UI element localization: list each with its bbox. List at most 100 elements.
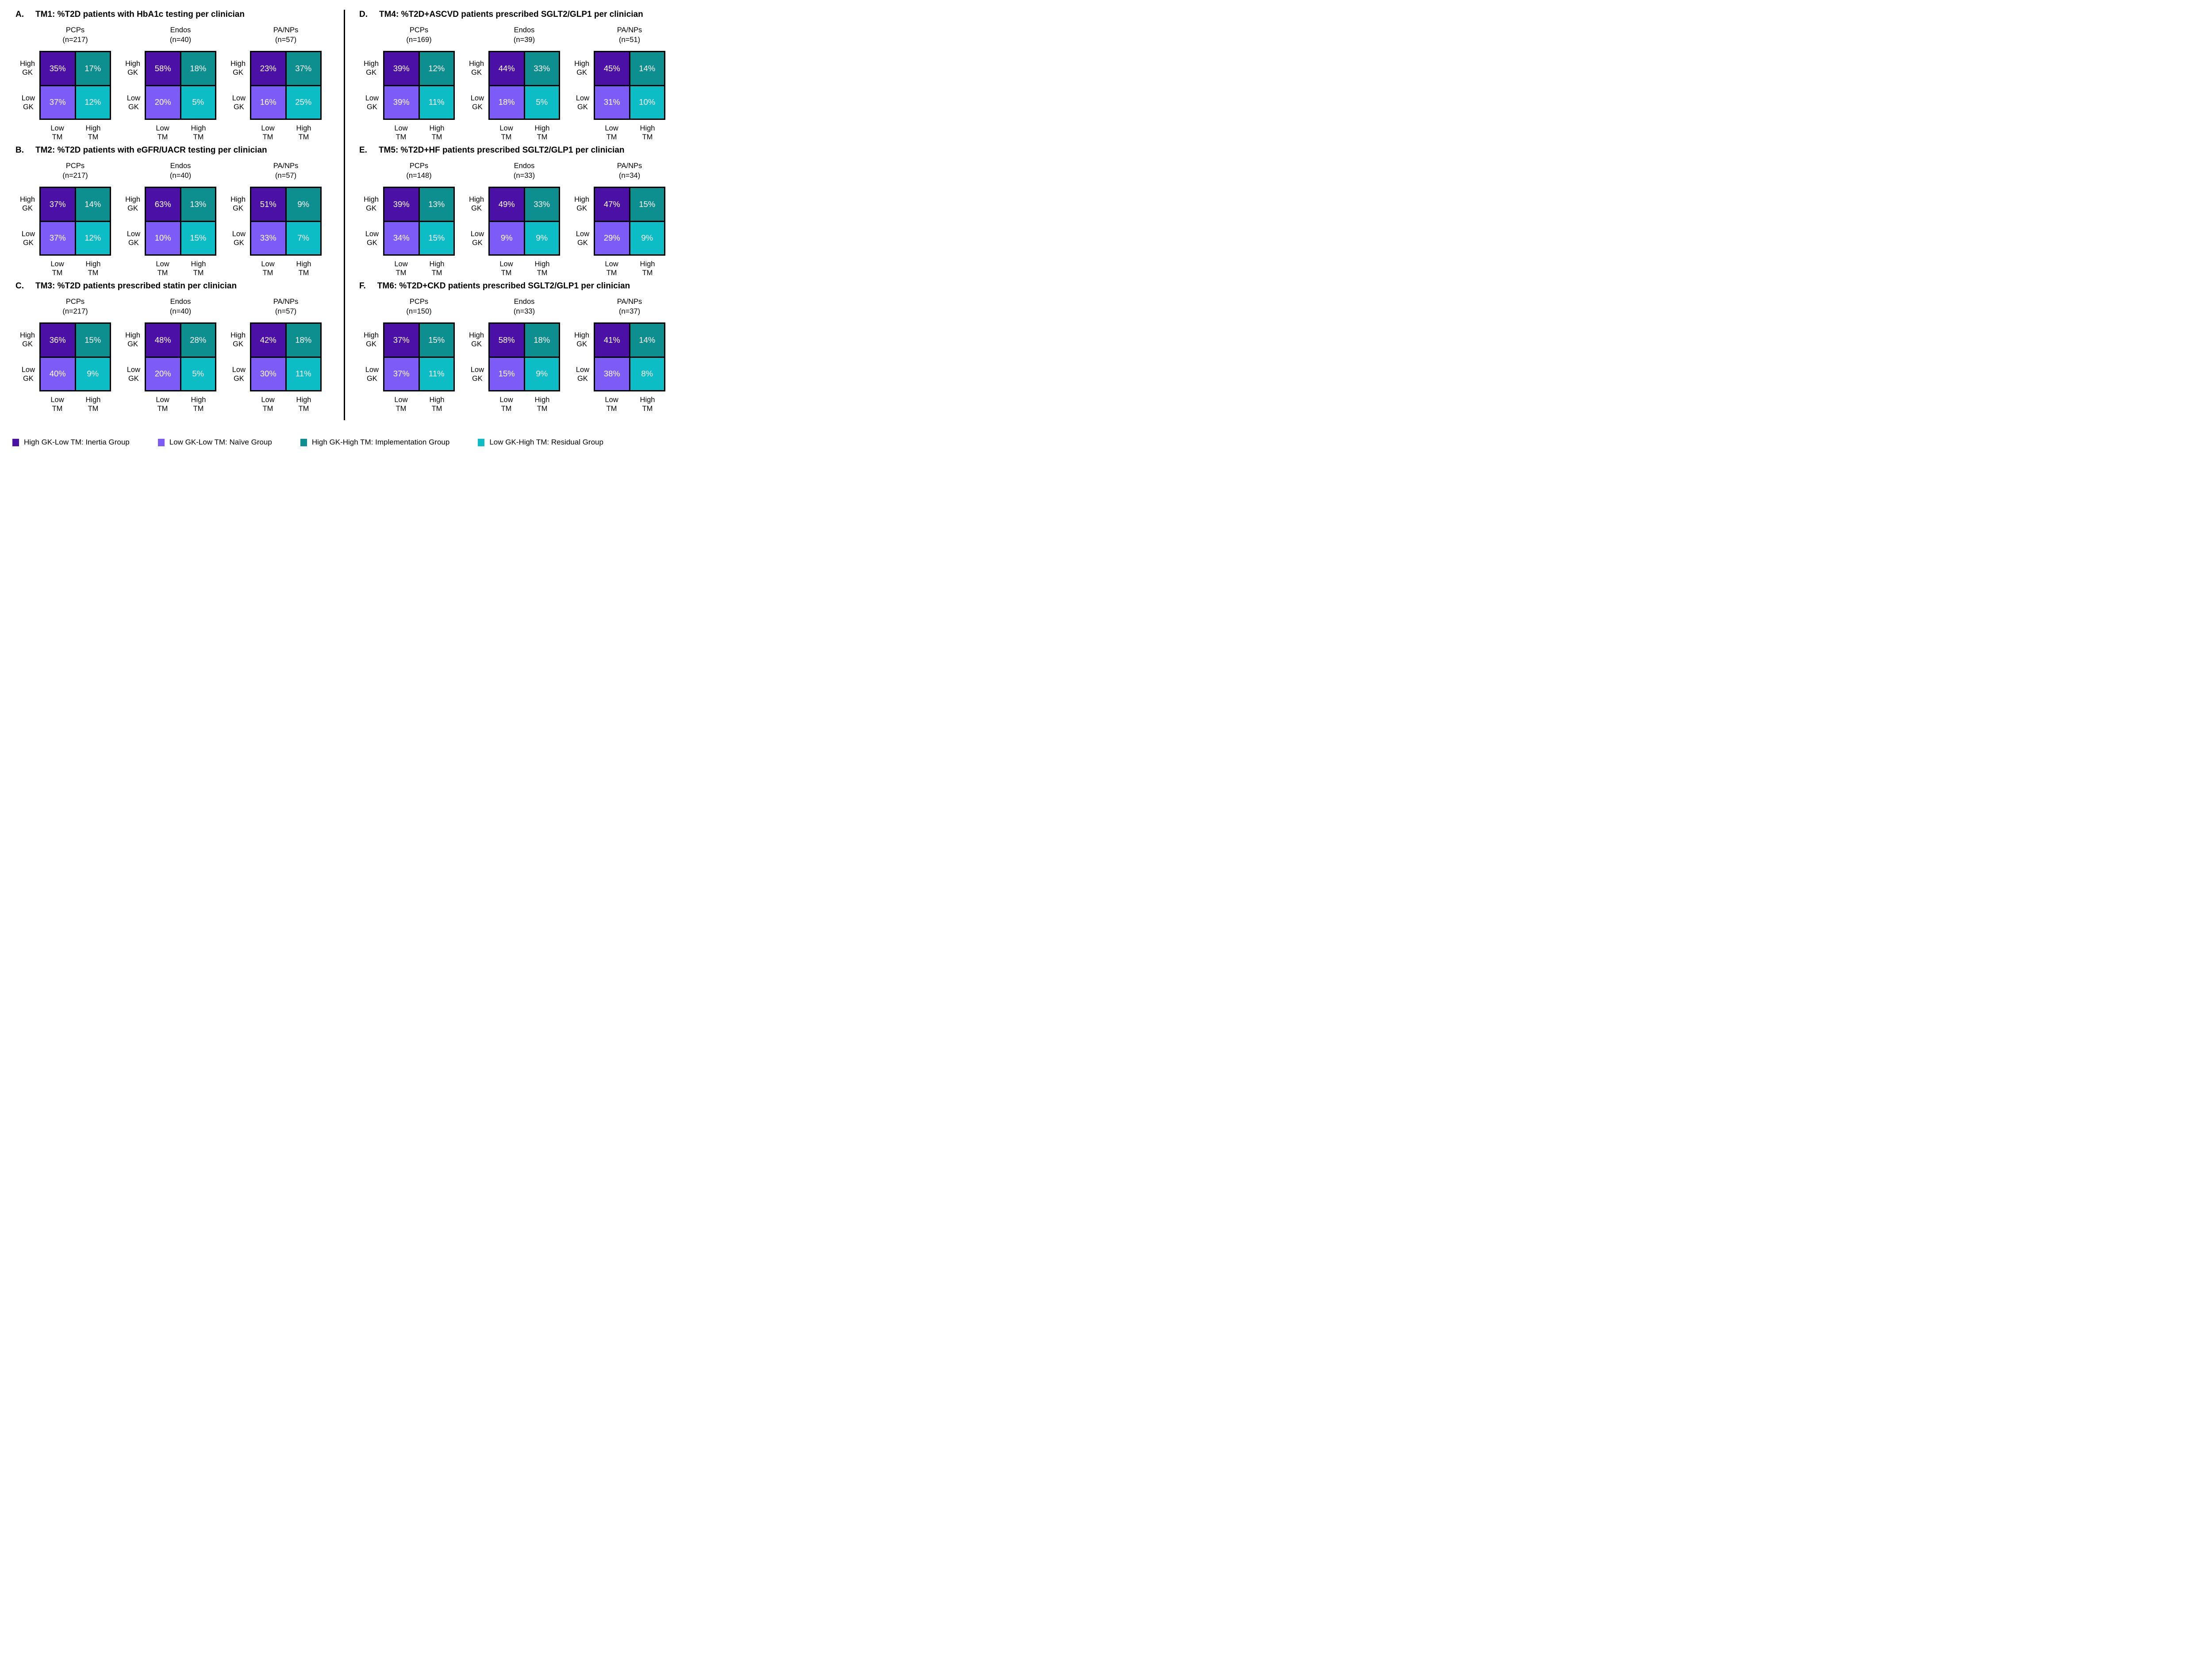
- row-labels: High GK Low GK: [226, 51, 250, 120]
- legend-item-residual: Low GK-High TM: Residual Group: [478, 438, 603, 447]
- matrix-cell-low-gk-low-tm: 9%: [490, 222, 524, 254]
- panel-title: D. TM4: %T2D+ASCVD patients prescribed SG…: [359, 10, 682, 19]
- axis-label-line: Low: [261, 396, 275, 404]
- axis-label-line: GK: [366, 204, 376, 212]
- matrix-cell-high-gk-low-tm: 36%: [41, 324, 75, 357]
- panel-title-text: TM4: %T2D+ASCVD patients prescribed SGLT…: [379, 10, 643, 19]
- col-label-low-tm: Low TM: [383, 260, 419, 279]
- row-labels: High GK Low GK: [15, 187, 39, 256]
- col-labels: Low TM High TM: [145, 124, 216, 143]
- row-labels: High GK Low GK: [465, 187, 488, 256]
- cell-value: 49%: [498, 199, 515, 209]
- col-labels: Low TM High TM: [488, 260, 560, 279]
- axis-label-line: TM: [52, 133, 63, 142]
- col-labels: Low TM High TM: [488, 395, 560, 414]
- axis-label-line: Low: [394, 396, 408, 404]
- axis-label-line: GK: [233, 340, 243, 348]
- cell-value: 33%: [534, 199, 550, 209]
- col-labels: Low TM High TM: [594, 124, 665, 143]
- axis-label-line: TM: [537, 269, 548, 277]
- panel-title: C. TM3: %T2D patients prescribed statin p…: [15, 281, 338, 291]
- matrix-cell-low-gk-low-tm: 30%: [251, 357, 285, 390]
- quadrant-matrix: 63% 13% 10% 15%: [145, 187, 216, 256]
- col-labels: Low TM High TM: [250, 395, 322, 414]
- cell-value: 16%: [260, 97, 276, 107]
- group-header: PA/NPs (n=57): [250, 161, 322, 187]
- matrix-cell-low-gk-low-tm: 16%: [251, 86, 285, 119]
- group-n-label: (n=57): [275, 35, 297, 44]
- cell-value: 40%: [49, 369, 66, 379]
- axis-label-block: High GK: [469, 195, 484, 213]
- matrix-group-panps: PA/NPs (n=51) High GK Low GK 45% 14% 31% 10% Low TM…: [570, 25, 665, 143]
- axis-label-block: High GK: [125, 195, 140, 213]
- matrix-cell-low-gk-high-tm: 11%: [419, 357, 453, 390]
- matrix-cell-high-gk-high-tm: 18%: [181, 52, 215, 85]
- group-n-label: (n=57): [275, 307, 297, 315]
- col-label-high-tm: High TM: [524, 124, 560, 143]
- group-header: PCPs (n=217): [39, 161, 111, 187]
- axis-label-line: GK: [127, 204, 138, 212]
- axis-label-line: GK: [472, 103, 483, 111]
- cell-value: 11%: [428, 97, 445, 107]
- cell-value: 42%: [260, 335, 276, 345]
- axis-label-line: High: [20, 59, 35, 68]
- matrix-group-pcps: PCPs (n=150) High GK Low GK 37% 15% 37% 11% Low TM H…: [359, 297, 455, 414]
- axis-label-line: TM: [642, 133, 653, 142]
- axis-label-line: Low: [576, 230, 589, 238]
- axis-label-line: Low: [470, 365, 484, 374]
- col-labels: Low TM High TM: [383, 260, 455, 279]
- axis-label-line: High: [574, 331, 589, 339]
- axis-label-line: GK: [23, 239, 34, 247]
- axis-label-block: Low GK: [127, 365, 140, 383]
- legend-label: High GK-Low TM: Inertia Group: [24, 438, 130, 446]
- matrix-group-endos: Endos (n=39) High GK Low GK 44% 33% 18% 5% Low TM Hi…: [465, 25, 560, 143]
- axis-label-line: Low: [21, 365, 35, 374]
- axis-label-block: Low GK: [127, 230, 140, 247]
- cell-value: 37%: [49, 199, 66, 209]
- matrix-groups-row: PCPs (n=217) High GK Low GK 36% 15% 40% 9% Low TM Hi…: [15, 297, 338, 414]
- matrix-cell-low-gk-high-tm: 9%: [630, 222, 664, 254]
- axis-label-line: Low: [261, 260, 275, 268]
- axis-label-block: High GK: [20, 331, 35, 349]
- implementation-swatch-icon: [300, 438, 307, 446]
- matrix-cell-low-gk-high-tm: 5%: [181, 357, 215, 390]
- axis-label-block: Low GK: [471, 230, 484, 247]
- matrix-group-pcps: PCPs (n=217) High GK Low GK 36% 15% 40% 9% Low TM Hi…: [15, 297, 111, 414]
- col-label-high-tm: High TM: [524, 260, 560, 279]
- col-label-low-tm: Low TM: [39, 124, 75, 143]
- axis-label-line: TM: [431, 133, 442, 142]
- axis-label-line: TM: [88, 405, 99, 413]
- panel-letter: C.: [15, 281, 24, 291]
- matrix-cell-low-gk-high-tm: 25%: [286, 86, 320, 119]
- row-labels: High GK Low GK: [121, 322, 145, 391]
- cell-value: 7%: [297, 233, 310, 243]
- matrix-cell-high-gk-high-tm: 13%: [181, 188, 215, 221]
- axis-label-line: High: [191, 260, 206, 268]
- axis-label-block: Low GK: [576, 94, 589, 111]
- row-label-low-gk: Low GK: [15, 221, 39, 256]
- col-label-high-tm: High TM: [180, 395, 216, 414]
- row-label-high-gk: High GK: [465, 187, 488, 221]
- col-label-high-tm: High TM: [286, 395, 322, 414]
- cell-value: 18%: [190, 63, 207, 73]
- legend-label: High GK-High TM: Implementation Group: [311, 438, 450, 446]
- cell-value: 35%: [49, 63, 66, 73]
- axis-label-line: GK: [127, 340, 138, 348]
- axis-label-line: Low: [21, 230, 35, 238]
- quadrant-matrix: 51% 9% 33% 7%: [250, 187, 322, 256]
- axis-label-line: GK: [128, 375, 139, 383]
- cell-value: 9%: [536, 369, 548, 379]
- axis-label-line: Low: [576, 94, 589, 102]
- col-label-high-tm: High TM: [419, 260, 455, 279]
- col-label-high-tm: High TM: [75, 124, 111, 143]
- quadrant-matrix: 39% 12% 39% 11%: [383, 51, 455, 120]
- legend-item-implementation: High GK-High TM: Implementation Group: [300, 438, 449, 447]
- col-label-low-tm: Low TM: [594, 395, 630, 414]
- col-labels: Low TM High TM: [145, 260, 216, 279]
- axis-label-line: TM: [298, 405, 309, 413]
- axis-label-line: Low: [499, 124, 513, 132]
- cell-value: 45%: [603, 63, 620, 73]
- group-n-label: (n=39): [513, 35, 535, 44]
- cell-value: 11%: [428, 369, 445, 379]
- cell-value: 37%: [49, 233, 66, 243]
